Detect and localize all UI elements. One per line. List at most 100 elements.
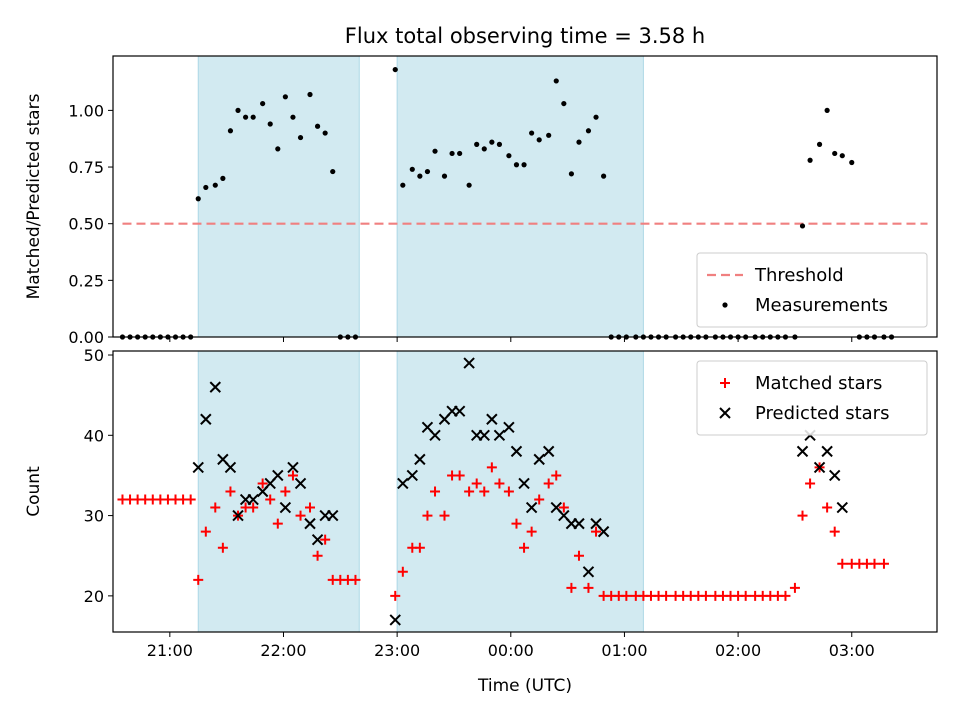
- data-point: [799, 223, 806, 229]
- data-point: [282, 94, 288, 100]
- legend-label: Predicted stars: [755, 403, 889, 424]
- data-point: [789, 582, 800, 593]
- data-point: [192, 461, 204, 474]
- data-point: [193, 574, 204, 585]
- data-point: [265, 494, 276, 505]
- y-tick-label: 0.50: [68, 215, 104, 234]
- data-point: [593, 114, 599, 120]
- data-point: [224, 461, 237, 474]
- series-matched-stars: [117, 462, 889, 601]
- data-point: [453, 405, 466, 417]
- data-point: [506, 153, 512, 159]
- data-point: [200, 526, 211, 537]
- x-axis-label: Time (UTC): [477, 676, 572, 696]
- data-point: [209, 381, 221, 393]
- data-point: [235, 107, 241, 113]
- x-tick-label: 00:00: [488, 641, 534, 660]
- count-panel: 20 30 40 50 21:00 22:00 23:00 00:00 01:00 02:00 03…: [24, 346, 938, 696]
- data-point: [307, 91, 313, 98]
- data-point: [210, 502, 221, 513]
- y-tick-label: 40: [84, 426, 104, 445]
- data-point: [185, 494, 196, 505]
- data-point: [275, 146, 281, 152]
- data-point: [397, 566, 408, 577]
- data-point: [837, 558, 848, 569]
- data-point: [466, 182, 472, 188]
- legend: Matched stars Predicted stars: [696, 360, 928, 436]
- data-point: [849, 159, 855, 166]
- data-point: [248, 502, 259, 513]
- data-point: [813, 461, 826, 474]
- data-point: [195, 196, 201, 202]
- data-point: [297, 134, 304, 141]
- data-point: [493, 429, 506, 442]
- legend-swatch: [719, 407, 731, 419]
- data-point: [513, 162, 520, 168]
- data-point: [322, 130, 328, 136]
- x-tick-label: 23:00: [374, 641, 420, 660]
- data-point: [816, 141, 823, 147]
- data-point: [474, 141, 480, 147]
- data-point: [287, 461, 299, 474]
- data-point: [503, 421, 515, 433]
- data-point: [295, 510, 306, 521]
- data-point: [566, 582, 577, 593]
- data-point: [430, 486, 441, 497]
- data-point: [561, 100, 567, 107]
- data-point: [510, 445, 523, 458]
- x-tick-label: 03:00: [829, 641, 875, 660]
- data-point: [553, 78, 559, 84]
- data-point: [568, 171, 575, 177]
- data-point: [390, 590, 401, 601]
- x-tick-label: 21:00: [147, 641, 193, 660]
- data-point: [486, 413, 498, 425]
- data-point: [312, 550, 323, 561]
- data-point: [573, 550, 584, 561]
- data-point: [422, 510, 433, 521]
- data-point: [280, 486, 291, 497]
- data-point: [225, 486, 236, 497]
- data-point: [839, 153, 845, 159]
- data-point: [429, 429, 441, 442]
- data-point: [392, 66, 398, 73]
- data-point: [409, 166, 415, 172]
- data-point: [217, 542, 228, 553]
- y-axis-label: Matched/Predicted stars: [24, 93, 44, 299]
- data-point: [320, 534, 331, 545]
- data-point: [807, 157, 813, 163]
- data-point: [432, 148, 438, 154]
- data-point: [232, 509, 244, 522]
- chart-title: Flux total observing time = 3.58 h: [345, 24, 705, 48]
- data-point: [272, 469, 284, 482]
- data-point: [400, 182, 406, 188]
- data-point: [576, 139, 582, 145]
- data-point: [573, 517, 585, 530]
- data-point: [796, 445, 809, 458]
- data-point: [481, 146, 487, 152]
- y-tick-label: 50: [84, 346, 104, 365]
- data-point: [546, 132, 552, 138]
- y-tick-label: 30: [84, 507, 104, 526]
- data-point: [836, 501, 848, 514]
- data-point: [558, 502, 569, 513]
- x-tick-label: 01:00: [601, 641, 647, 660]
- data-point: [829, 469, 841, 482]
- data-point: [821, 445, 833, 458]
- data-point: [260, 100, 266, 107]
- legend-swatch: [720, 378, 730, 388]
- data-point: [780, 590, 791, 601]
- series-measurements: [119, 66, 895, 340]
- data-point: [314, 123, 321, 129]
- data-point: [583, 582, 594, 593]
- data-point: [287, 470, 298, 481]
- data-point: [496, 141, 503, 147]
- data-point: [529, 130, 535, 136]
- data-point: [518, 477, 530, 490]
- data-point: [305, 502, 316, 513]
- data-point: [267, 121, 273, 127]
- data-point: [869, 558, 880, 569]
- data-point: [463, 357, 475, 369]
- y-tick-label: 0.25: [68, 271, 104, 290]
- y-tick-label: 1.00: [68, 101, 104, 120]
- data-point: [406, 469, 418, 482]
